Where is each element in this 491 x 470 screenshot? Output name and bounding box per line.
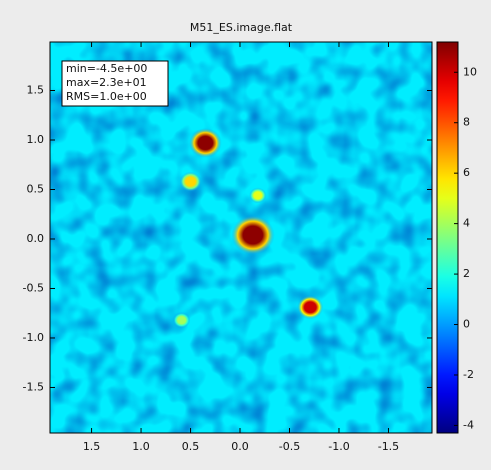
- y-tick-label: -1.5: [23, 380, 44, 393]
- colorbar-tick-label: 6: [463, 166, 470, 179]
- colorbar: [436, 41, 459, 434]
- colorbar-tick-label: -4: [463, 418, 474, 431]
- stats-line: min=-4.5e+00: [66, 62, 147, 75]
- x-tick-label: 0.5: [182, 440, 200, 453]
- source: [179, 171, 202, 192]
- y-tick-label: 0.5: [27, 182, 45, 195]
- source: [249, 187, 267, 204]
- colorbar-tick-label: 10: [463, 65, 477, 78]
- source: [189, 128, 222, 158]
- colorbar-tick-label: 2: [463, 267, 470, 280]
- x-tick-label: 1.5: [83, 440, 101, 453]
- image: [50, 42, 432, 433]
- source: [231, 215, 275, 255]
- colorbar-tick-label: 8: [463, 116, 470, 129]
- x-tick-label: -1.5: [378, 440, 399, 453]
- stats-line: RMS=1.0e+00: [66, 90, 147, 103]
- colorbar-tick-label: 4: [463, 217, 470, 230]
- y-tick-label: 0.0: [27, 232, 45, 245]
- y-tick-label: -1.0: [23, 331, 44, 344]
- plot-frame: [49, 41, 433, 434]
- x-tick-label: 0.0: [231, 440, 249, 453]
- colorbar-tick-label: -2: [463, 368, 474, 381]
- chart-title: M51_ES.image.flat: [190, 21, 293, 34]
- colorbar-tick-label: 0: [463, 318, 470, 331]
- stats-line: max=2.3e+01: [66, 76, 147, 89]
- x-tick-label: 1.0: [132, 440, 150, 453]
- source: [297, 295, 324, 320]
- y-tick-label: -0.5: [23, 281, 44, 294]
- source: [172, 312, 191, 329]
- x-tick-label: -0.5: [279, 440, 300, 453]
- y-tick-label: 1.5: [27, 84, 45, 97]
- y-tick-label: 1.0: [27, 133, 45, 146]
- x-tick-label: -1.0: [328, 440, 349, 453]
- stats-box: [61, 60, 169, 107]
